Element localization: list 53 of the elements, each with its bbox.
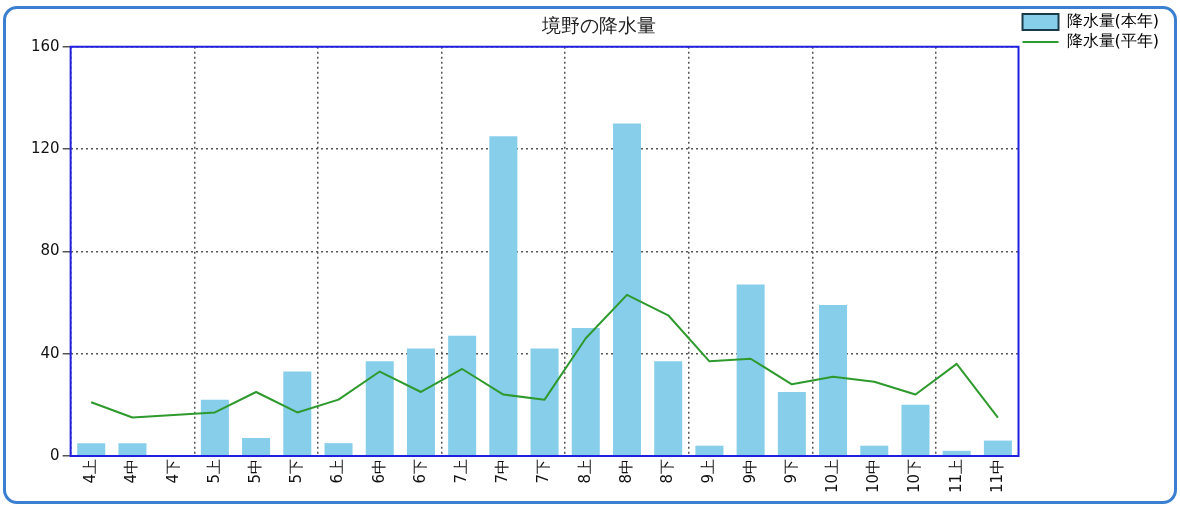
x-tick-label: 4上: [81, 458, 100, 484]
x-tick-label: 8下: [658, 458, 677, 484]
legend-label: 降水量(平年): [1066, 31, 1159, 51]
chart-title: 境野の降水量: [540, 14, 656, 37]
y-tick-label: 120: [30, 138, 60, 157]
bar: [901, 404, 930, 456]
x-tick-label: 11中: [987, 458, 1006, 494]
bar: [324, 443, 353, 456]
bar: [695, 445, 724, 456]
bar: [777, 391, 806, 456]
x-tick-label: 8上: [575, 458, 594, 484]
bar: [365, 361, 394, 456]
y-tick-label: 40: [40, 343, 60, 362]
x-tick-label: 9上: [699, 458, 718, 484]
y-tick-label: 160: [30, 36, 60, 55]
y-tick-label: 0: [50, 445, 60, 464]
bar: [200, 399, 229, 456]
bar: [530, 348, 559, 456]
y-tick-label: 80: [40, 241, 60, 260]
x-tick-label: 11上: [946, 458, 965, 494]
x-tick-label: 6中: [369, 458, 388, 484]
x-tick-label: 5下: [287, 458, 306, 484]
x-tick-label: 4下: [163, 458, 182, 484]
x-tick-label: 9中: [740, 458, 759, 484]
bar: [612, 123, 642, 456]
legend-label: 降水量(本年): [1066, 11, 1159, 31]
x-tick-label: 10中: [864, 458, 883, 494]
bar: [571, 328, 600, 456]
x-tick-label: 5上: [204, 458, 223, 484]
bar: [242, 438, 271, 456]
x-tick-label: 10上: [822, 458, 841, 494]
bar: [406, 348, 435, 456]
x-tick-label: 7中: [493, 458, 512, 484]
bar: [283, 371, 312, 456]
bar: [489, 136, 518, 456]
bar: [860, 445, 889, 456]
bar: [77, 443, 106, 456]
x-tick-label: 6下: [410, 458, 429, 484]
bar: [983, 440, 1012, 456]
bar: [942, 450, 971, 456]
bar: [448, 335, 477, 456]
bar: [736, 284, 765, 456]
x-tick-label: 9下: [781, 458, 800, 484]
x-tick-label: 8中: [616, 458, 635, 484]
x-tick-label: 7上: [452, 458, 471, 484]
x-tick-label: 5中: [245, 458, 264, 484]
x-tick-label: 10下: [905, 458, 924, 494]
bar: [819, 305, 848, 456]
x-tick-label: 7下: [534, 458, 553, 484]
bar: [118, 443, 147, 456]
x-tick-label: 6上: [328, 458, 347, 484]
bar: [654, 361, 683, 456]
x-tick-label: 4中: [122, 458, 141, 484]
